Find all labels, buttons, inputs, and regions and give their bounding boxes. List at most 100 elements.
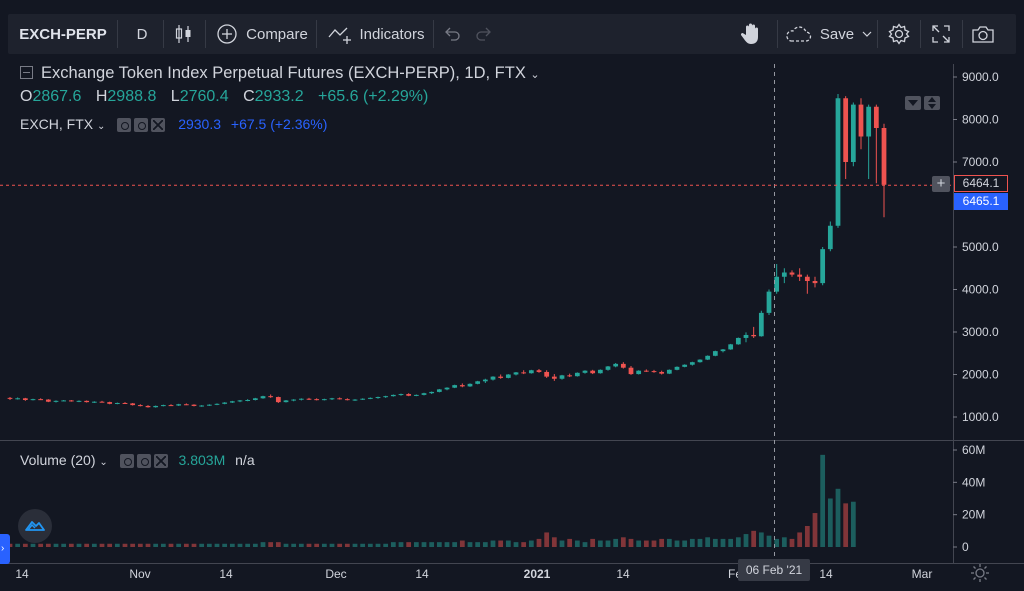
hand-tool-button[interactable] — [734, 14, 768, 54]
toolbar-divider — [962, 20, 963, 48]
mountain-icon — [25, 518, 45, 537]
crosshair-add-button[interactable]: + — [932, 176, 950, 192]
volume-bar — [436, 542, 442, 547]
price-tick-label: 5000.0 — [962, 240, 999, 254]
candle-body — [168, 405, 174, 407]
chart-area[interactable]: 9000.0 8000.0 7000.0 5000.0 4000.0 3000.0 2000… — [0, 64, 1024, 591]
fullscreen-button[interactable] — [924, 14, 958, 54]
series-legend[interactable]: Exchange Token Index Perpetual Futures (… — [20, 64, 540, 83]
volume-bar — [682, 540, 688, 547]
candle-body — [559, 375, 565, 379]
volume-bar — [467, 542, 473, 547]
close-icon[interactable] — [151, 118, 166, 133]
scale-down-button[interactable] — [905, 96, 921, 110]
compare-label: Compare — [246, 25, 308, 43]
candle-body — [398, 394, 404, 396]
open-label: O — [20, 88, 33, 105]
volume-tick-label: 60M — [962, 443, 985, 457]
interval-button[interactable]: D — [136, 25, 148, 43]
scale-toggle-button[interactable] — [924, 96, 940, 110]
volume-bar — [222, 543, 228, 547]
toolbar-divider — [877, 20, 878, 48]
volume-bar — [452, 542, 458, 547]
volume-bar — [758, 532, 764, 547]
toolbar-divider — [163, 20, 164, 48]
candle-body — [827, 225, 833, 250]
candle-body — [252, 398, 258, 400]
price-tick-label: 4000.0 — [962, 283, 999, 297]
candle-body — [812, 281, 818, 284]
candle-body — [84, 400, 90, 403]
volume-bar — [528, 540, 534, 547]
volume-bar — [76, 543, 82, 547]
candle-body — [283, 400, 289, 403]
gear-icon[interactable] — [136, 454, 151, 469]
chart-type-button[interactable] — [166, 14, 202, 54]
time-tick-label: 14 — [219, 567, 233, 581]
settings-button[interactable] — [882, 14, 916, 54]
eye-icon[interactable] — [117, 118, 132, 133]
chevron-down-icon[interactable]: ⌄ — [99, 457, 108, 468]
volume-bar — [314, 543, 320, 547]
candle-body — [130, 403, 136, 406]
candle-body — [482, 379, 488, 382]
volume-bar — [674, 540, 680, 547]
indicators-button[interactable]: Indicators — [320, 14, 432, 54]
sidebar-expand-button[interactable]: › — [0, 534, 10, 564]
volume-bar — [659, 538, 665, 547]
chevron-down-icon[interactable]: ⌄ — [530, 69, 540, 81]
volume-bar — [505, 540, 511, 547]
candle-body — [68, 400, 74, 402]
candle-body — [406, 394, 412, 396]
candle-body — [390, 394, 396, 397]
volume-bar — [605, 540, 611, 547]
volume-bar — [275, 542, 281, 547]
candle-body — [551, 376, 557, 379]
top-toolbar: EXCH-PERP D Compare Indicators — [0, 0, 1024, 64]
candle-body — [467, 383, 473, 387]
undo-icon — [443, 26, 461, 42]
volume-bar — [751, 530, 757, 547]
volume-bar — [797, 532, 803, 547]
redo-button[interactable] — [470, 14, 498, 54]
candle-body — [735, 337, 741, 345]
time-axis-settings-button[interactable] — [969, 562, 991, 584]
volume-legend[interactable]: Volume (20) ⌄ 3.803M n/a — [20, 452, 255, 469]
candle-body — [22, 398, 28, 400]
volume-bar — [812, 513, 818, 547]
candle-body — [582, 370, 588, 373]
candle-body — [321, 399, 327, 401]
gear-icon[interactable] — [134, 118, 149, 133]
axes-layer: 9000.0 8000.0 7000.0 5000.0 4000.0 3000.0 2000… — [15, 70, 999, 581]
volume-bar — [850, 501, 856, 547]
candle-body — [881, 128, 887, 185]
candle-body — [850, 104, 856, 162]
save-button[interactable]: Save — [782, 14, 874, 54]
screenshot-button[interactable] — [966, 14, 1000, 54]
chevron-down-icon[interactable]: ⌄ — [97, 121, 106, 132]
time-tick-label: 2021 — [524, 567, 551, 581]
price-chart[interactable]: 9000.0 8000.0 7000.0 5000.0 4000.0 3000.0 2000… — [0, 64, 1024, 591]
candle-body — [291, 399, 297, 401]
compare-button[interactable]: Compare — [210, 14, 314, 54]
volume-bar — [697, 538, 703, 547]
undo-button[interactable] — [438, 14, 466, 54]
eye-icon[interactable] — [119, 454, 134, 469]
tradingview-logo[interactable] — [18, 509, 52, 543]
candle-body — [306, 398, 312, 400]
symbol-search-button[interactable]: EXCH-PERP — [19, 25, 107, 43]
candle-body — [145, 405, 151, 408]
volume-bar — [130, 543, 136, 547]
collapse-legend-icon[interactable] — [20, 66, 33, 79]
volume-bar — [360, 543, 366, 547]
series-title: Exchange Token Index Perpetual Futures (… — [41, 64, 526, 82]
candle-body — [513, 372, 519, 375]
indicators-icon — [327, 23, 353, 45]
volume-bar — [229, 543, 235, 547]
volume-bar — [689, 538, 695, 547]
volume-bar — [789, 538, 795, 547]
candle-body — [183, 404, 189, 406]
volume-bar — [183, 543, 189, 547]
compare-legend[interactable]: EXCH, FTX ⌄ 2930.3 +67.5 (+2.36%) — [20, 116, 327, 133]
close-icon[interactable] — [153, 454, 168, 469]
